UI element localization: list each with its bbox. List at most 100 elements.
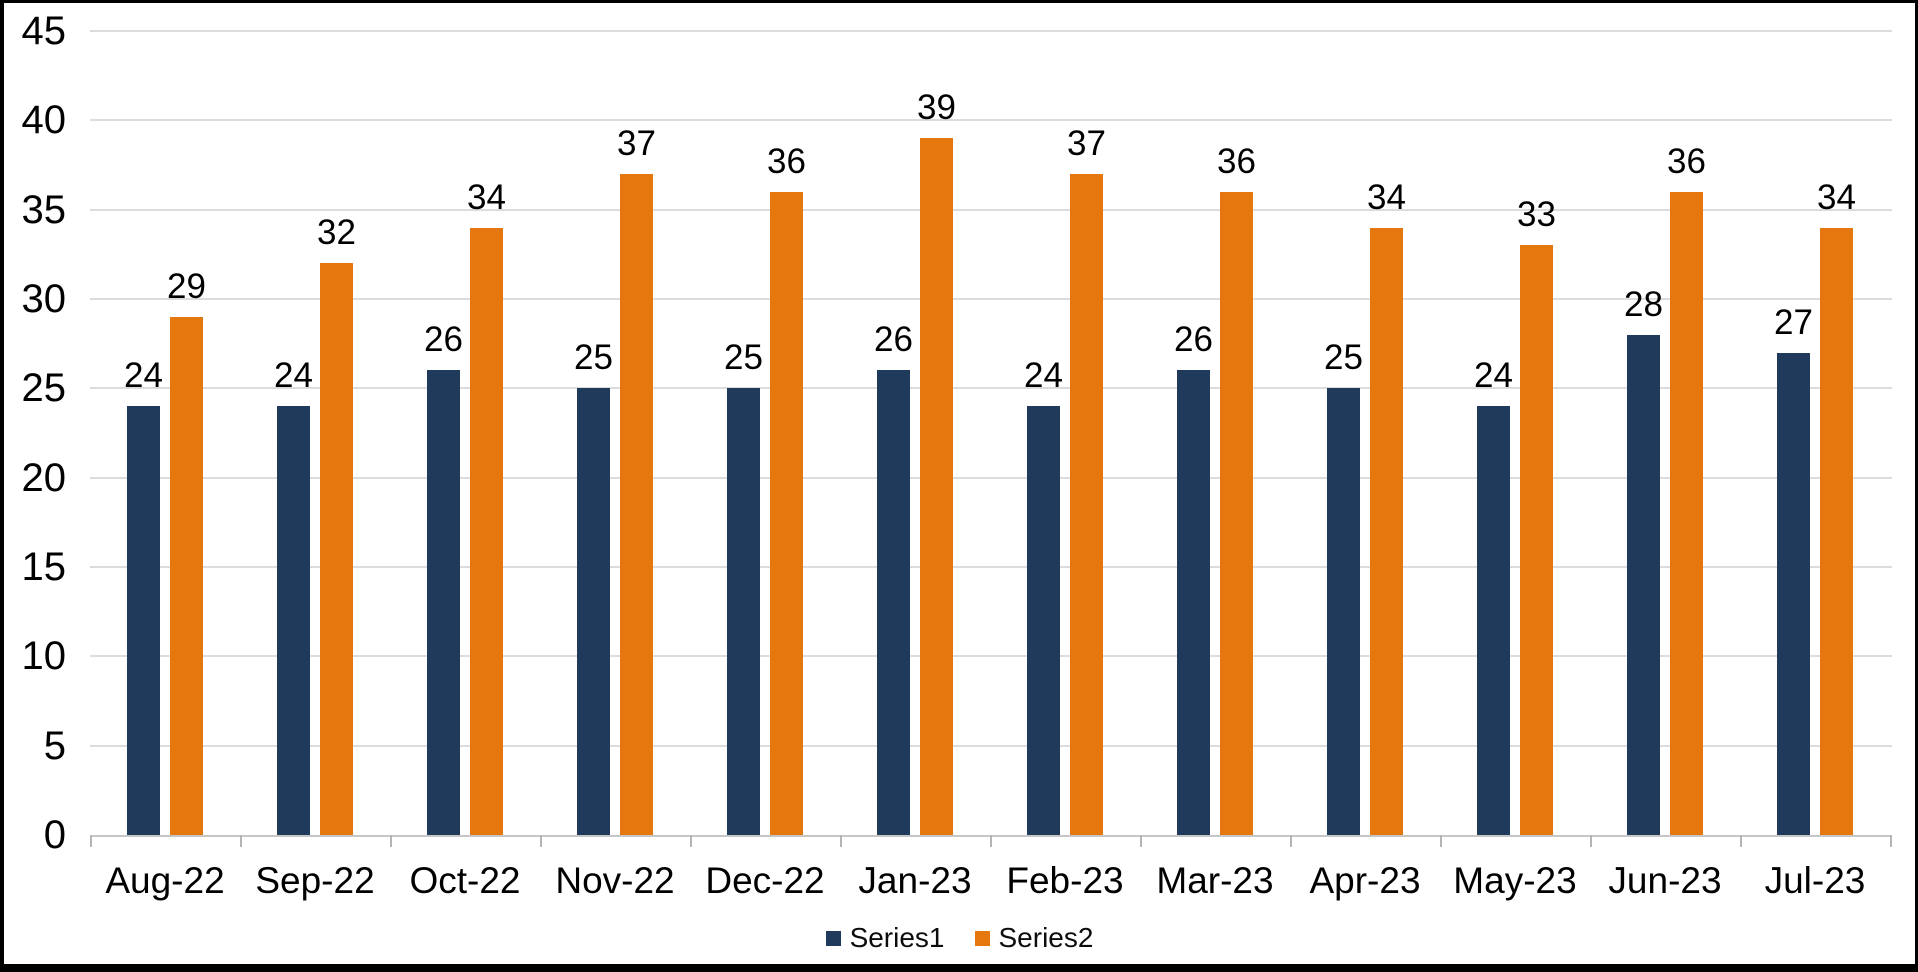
bar-series2 <box>1520 245 1553 835</box>
bar-series1 <box>1327 388 1360 835</box>
y-axis-label: 0 <box>43 813 66 857</box>
x-axis-tick <box>1290 835 1292 847</box>
bar-series1 <box>1627 334 1660 835</box>
bar-series1 <box>127 406 160 835</box>
legend-label: Series1 <box>849 922 945 953</box>
x-axis-label: Aug-22 <box>105 860 225 901</box>
gridline <box>90 744 1892 747</box>
bar-series2 <box>920 138 953 835</box>
chart-legend: Series1 Series2 <box>4 921 1915 955</box>
bar-series1 <box>877 370 910 835</box>
bar-series2 <box>1370 227 1403 835</box>
x-axis-label: Feb-23 <box>1006 860 1124 901</box>
bar-value-label: 34 <box>1367 177 1406 217</box>
bar-series2 <box>1070 173 1103 835</box>
bar-series2 <box>470 227 503 835</box>
y-axis-label: 40 <box>21 98 67 143</box>
bar-series1 <box>277 406 310 835</box>
x-axis-label: Jul-23 <box>1764 860 1866 901</box>
x-axis-label: Oct-22 <box>409 860 521 901</box>
bar-value-label: 34 <box>1817 177 1856 217</box>
bar-value-label: 24 <box>274 356 313 396</box>
bar-value-label: 37 <box>1067 123 1106 163</box>
x-axis-tick <box>1890 835 1892 847</box>
gridline <box>90 30 1892 32</box>
bar-series1 <box>727 388 760 835</box>
gridline <box>90 387 1892 390</box>
bar-series2 <box>1670 191 1703 835</box>
bar-value-label: 36 <box>1217 141 1256 181</box>
legend-entry-series2: Series2 <box>974 921 1094 955</box>
bar-value-label: 33 <box>1517 195 1556 235</box>
x-axis-tick <box>90 835 92 847</box>
bar-value-label: 24 <box>124 356 163 396</box>
y-axis-label: 35 <box>21 187 67 232</box>
x-axis-tick <box>840 835 842 847</box>
y-axis-label: 10 <box>21 634 67 679</box>
y-axis-label: 20 <box>21 455 67 500</box>
bar-value-label: 24 <box>1474 356 1513 396</box>
bar-value-label: 25 <box>1324 338 1363 378</box>
gridline <box>90 298 1892 300</box>
x-axis-label: Jan-23 <box>858 860 972 901</box>
gridline <box>90 476 1892 479</box>
bar-series1 <box>427 370 460 835</box>
bar-chart: 0 5 10 15 20 25 30 35 40 45 Aug-22 24 29 Sep-22 24 32 Oc… <box>4 3 1915 964</box>
y-axis-label: 30 <box>21 277 67 321</box>
bar-value-label: 26 <box>424 320 463 360</box>
gridline <box>90 119 1892 122</box>
bar-value-label: 24 <box>1024 356 1063 396</box>
x-axis-label: Mar-23 <box>1156 860 1274 901</box>
x-axis-tick <box>990 835 992 847</box>
y-axis-label: 5 <box>43 723 66 768</box>
x-axis-tick <box>240 835 242 847</box>
x-axis-label: Jun-23 <box>1608 860 1722 901</box>
bar-series1 <box>1777 352 1810 835</box>
bar-value-label: 37 <box>617 123 656 163</box>
bar-series1 <box>1477 406 1510 835</box>
bar-series2 <box>320 263 353 835</box>
bar-value-label: 27 <box>1774 302 1813 342</box>
legend-label: Series2 <box>998 922 1094 953</box>
x-axis-label: Apr-23 <box>1309 860 1421 901</box>
x-axis-label: Nov-22 <box>555 860 675 901</box>
x-axis-tick <box>390 835 392 847</box>
x-axis-tick <box>690 835 692 847</box>
bar-value-label: 34 <box>467 177 506 217</box>
y-axis-label: 45 <box>21 9 67 53</box>
bar-series2 <box>1820 227 1853 835</box>
y-axis-label: 15 <box>21 545 67 589</box>
bar-value-label: 28 <box>1624 284 1663 324</box>
x-axis-tick <box>1440 835 1442 847</box>
legend-swatch-series1 <box>825 930 841 946</box>
bar-series2 <box>1220 191 1253 835</box>
bar-value-label: 26 <box>874 320 913 360</box>
legend-entry-series1: Series1 <box>825 921 945 955</box>
x-axis-label: Dec-22 <box>705 860 825 901</box>
legend-swatch-series2 <box>974 930 990 946</box>
bar-series1 <box>577 388 610 835</box>
x-axis-label: May-23 <box>1453 860 1577 901</box>
bar-value-label: 25 <box>724 338 763 378</box>
bar-value-label: 25 <box>574 338 613 378</box>
x-axis-tick <box>1740 835 1742 847</box>
gridline <box>90 566 1892 568</box>
bar-value-label: 32 <box>317 213 356 253</box>
x-axis-tick <box>1140 835 1142 847</box>
x-axis-tick <box>540 835 542 847</box>
bar-series2 <box>170 316 203 835</box>
bar-series2 <box>620 173 653 835</box>
gridline <box>90 655 1892 658</box>
bar-value-label: 39 <box>917 88 956 128</box>
bar-series2 <box>770 191 803 835</box>
gridline <box>90 208 1892 211</box>
bar-value-label: 26 <box>1174 320 1213 360</box>
bar-series1 <box>1177 370 1210 835</box>
bar-value-label: 36 <box>767 141 806 181</box>
y-axis-label: 25 <box>21 366 67 411</box>
x-axis-label: Sep-22 <box>255 860 375 901</box>
bar-value-label: 36 <box>1667 141 1706 181</box>
x-axis-tick <box>1590 835 1592 847</box>
bar-series1 <box>1027 406 1060 835</box>
